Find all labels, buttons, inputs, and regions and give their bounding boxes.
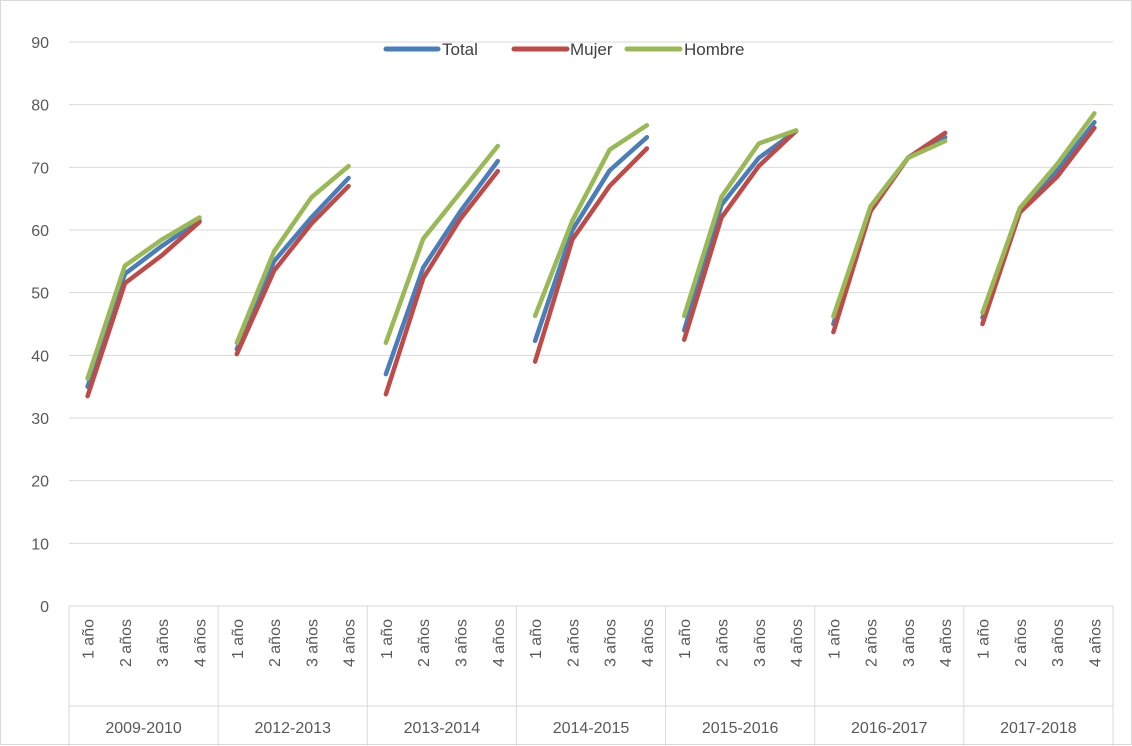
series-line-mujer (383, 168, 501, 397)
series-line-total (681, 128, 799, 333)
series-line-hombre (234, 163, 351, 346)
x-tick-label: 4 años (938, 619, 955, 667)
x-tick-label: 2 años (1013, 619, 1030, 667)
series-line-total (383, 158, 501, 377)
x-tick-label: 2 años (416, 619, 433, 667)
x-tick-label: 2 años (565, 619, 582, 667)
x-tick-label: 4 años (491, 619, 508, 667)
series-line-hombre (681, 128, 799, 319)
series-line-mujer (980, 125, 1097, 327)
series-line-mujer (85, 219, 202, 399)
series-line-total (85, 218, 202, 389)
x-group-label: 2013-2014 (404, 720, 481, 737)
legend-label: Mujer (570, 40, 613, 59)
x-group-label: 2014-2015 (553, 720, 630, 737)
y-tick-label: 70 (31, 160, 49, 177)
y-tick-label: 90 (31, 35, 49, 52)
y-tick-label: 50 (31, 286, 49, 303)
series-line-total (831, 135, 948, 327)
series-line-hombre (532, 123, 650, 319)
x-tick-label: 1 año (379, 619, 396, 659)
series-line-hombre (831, 138, 948, 319)
x-group-label: 2015-2016 (702, 720, 779, 737)
x-axis: 1 año 2 años 3 años 4 años 2009-2010 1 año 2 a… (68, 605, 1114, 746)
x-group-label: 2009-2010 (105, 720, 182, 737)
y-tick-label: 0 (40, 599, 49, 616)
series-line-mujer (234, 183, 351, 357)
x-tick-label: 3 años (454, 619, 471, 667)
x-tick-label: 1 año (230, 619, 247, 659)
x-tick-label: 3 años (155, 619, 172, 667)
x-tick-label: 2 años (118, 619, 135, 667)
series-line-mujer (681, 128, 799, 342)
x-group-label: 2016-2017 (851, 720, 928, 737)
x-tick-label: 4 años (640, 619, 657, 667)
y-tick-label: 40 (31, 348, 49, 365)
series-line-hombre (85, 215, 202, 381)
legend: Total Mujer Hombre (383, 40, 744, 59)
x-tick-label: 3 años (304, 619, 321, 667)
y-tick-label: 60 (31, 223, 49, 240)
y-tick-label: 30 (31, 411, 49, 428)
x-tick-label: 1 año (528, 619, 545, 659)
series-line-total (234, 175, 351, 352)
x-group-label: 2017-2018 (1000, 720, 1077, 737)
series-line-hombre (980, 111, 1097, 315)
y-tick-label: 80 (31, 98, 49, 115)
legend-label: Hombre (684, 40, 744, 59)
y-axis-ticks: 0 10 20 30 40 50 60 70 80 90 (31, 35, 49, 616)
x-tick-label: 3 años (901, 619, 918, 667)
y-tick-label: 10 (31, 536, 49, 553)
series-lines (85, 111, 1097, 399)
x-tick-label: 3 años (1050, 619, 1067, 667)
x-tick-label: 1 año (826, 619, 843, 659)
x-tick-label: 1 año (976, 619, 993, 659)
gridlines (69, 41, 1113, 544)
series-line-mujer (831, 130, 948, 335)
x-tick-label: 4 años (342, 619, 359, 667)
series-line-mujer (532, 146, 650, 364)
x-tick-label: 4 años (789, 619, 806, 667)
x-tick-label: 2 años (267, 619, 284, 667)
x-tick-label: 4 años (193, 619, 210, 667)
legend-label: Total (442, 40, 478, 59)
x-tick-label: 3 años (603, 619, 620, 667)
x-tick-label: 2 años (715, 619, 732, 667)
x-tick-label: 3 años (752, 619, 769, 667)
x-tick-label: 1 año (677, 619, 694, 659)
x-group-label: 2012-2013 (254, 720, 331, 737)
series-line-total (532, 135, 650, 344)
x-tick-label: 2 años (864, 619, 881, 667)
y-tick-label: 20 (31, 474, 49, 491)
x-tick-label: 4 años (1087, 619, 1104, 667)
series-line-hombre (383, 143, 501, 346)
x-tick-label: 1 año (81, 619, 98, 659)
